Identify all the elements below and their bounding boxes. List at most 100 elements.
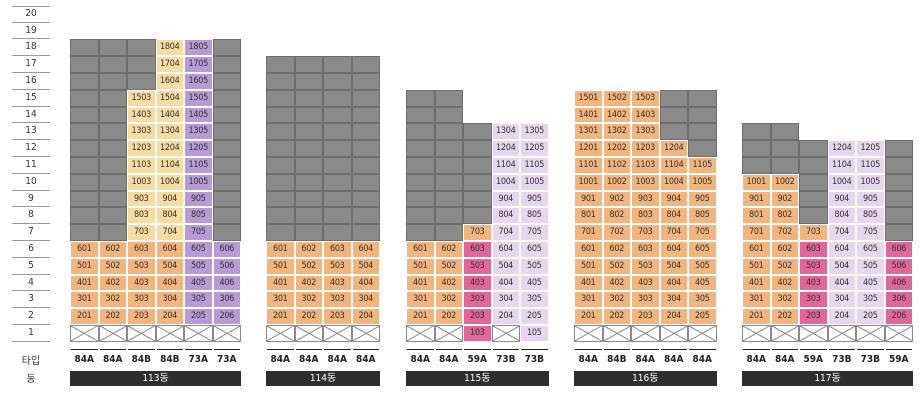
unit-cell: 501	[742, 257, 771, 275]
unit-cell: 905	[520, 190, 549, 208]
unit-cell: 603	[463, 241, 492, 258]
unit-cell-unavailable	[266, 56, 295, 73]
unit-cell-unavailable	[212, 89, 241, 107]
unit-cell-unavailable	[351, 224, 380, 241]
unit-cell: 703	[631, 224, 660, 241]
unit-cell-unavailable	[799, 140, 828, 157]
unit-cell: 506	[884, 257, 913, 275]
unit-cell-unavailable	[406, 207, 435, 225]
floor-label: 15	[12, 90, 50, 107]
unit-cell: 302	[98, 291, 127, 309]
unit-cell: 901	[742, 190, 771, 208]
unit-cell: 801	[742, 207, 771, 225]
unit-cell: 206	[884, 308, 913, 325]
unit-cell: 1201	[574, 140, 603, 157]
floor-label: 7	[12, 224, 50, 241]
pilotis-cell	[770, 325, 799, 342]
building-name-bar: 117동	[742, 371, 913, 386]
unit-cell: 1003	[631, 173, 660, 191]
unit-cell: 1403	[127, 106, 156, 124]
unit-cell-unavailable	[463, 123, 492, 141]
unit-cell-unavailable	[406, 224, 435, 241]
floor-label: 9	[12, 191, 50, 208]
unit-type-label: 84A	[99, 349, 126, 371]
unit-cell-unavailable	[294, 190, 323, 208]
unit-cell-unavailable	[266, 173, 295, 191]
floor-label: 20	[12, 6, 50, 23]
unit-cell: 202	[98, 308, 127, 325]
unit-cell: 902	[602, 190, 631, 208]
unit-cell: 803	[127, 207, 156, 225]
pilotis-cell	[742, 325, 771, 342]
unit-cell-unavailable	[463, 190, 492, 208]
unit-cell-unavailable	[323, 89, 352, 107]
pilotis-cell	[688, 325, 717, 342]
unit-cell: 403	[323, 274, 352, 292]
unit-cell-unavailable	[323, 106, 352, 124]
unit-cell: 1305	[184, 123, 213, 141]
unit-cell: 605	[688, 241, 717, 258]
unit-cell: 704	[659, 224, 688, 241]
unit-cell: 1504	[155, 89, 184, 107]
unit-type-label: 59A	[800, 349, 827, 371]
unit-cell: 1202	[602, 140, 631, 157]
unit-cell-unavailable	[323, 56, 352, 73]
unit-cell: 404	[659, 274, 688, 292]
unit-cell-unavailable	[406, 140, 435, 157]
unit-cell-unavailable	[266, 207, 295, 225]
unit-cell-unavailable	[799, 190, 828, 208]
unit-cell-unavailable	[659, 106, 688, 124]
unit-cell-unavailable	[742, 140, 771, 157]
unit-cell-unavailable	[351, 157, 380, 174]
unit-cell: 605	[520, 241, 549, 258]
unit-cell: 705	[184, 224, 213, 241]
unit-type-label: 84A	[407, 349, 434, 371]
unit-cell-unavailable	[323, 157, 352, 174]
unit-cell: 1604	[155, 73, 184, 90]
unit-cell: 504	[155, 257, 184, 275]
unit-cell: 805	[688, 207, 717, 225]
unit-cell: 105	[520, 325, 549, 342]
unit-cell-unavailable	[434, 106, 463, 124]
unit-cell-unavailable	[406, 157, 435, 174]
unit-type-label: 73A	[213, 349, 240, 371]
unit-cell: 305	[520, 291, 549, 309]
unit-cell: 803	[631, 207, 660, 225]
unit-cell: 1501	[574, 89, 603, 107]
unit-cell: 201	[574, 308, 603, 325]
unit-cell: 301	[742, 291, 771, 309]
unit-cell: 703	[127, 224, 156, 241]
unit-cell: 205	[688, 308, 717, 325]
unit-cell-unavailable	[463, 157, 492, 174]
unit-cell: 605	[856, 241, 885, 258]
unit-cell-unavailable	[294, 73, 323, 90]
unit-cell: 606	[212, 241, 241, 258]
unit-cell-unavailable	[323, 224, 352, 241]
unit-cell-unavailable	[70, 89, 99, 107]
unit-cell: 1101	[574, 157, 603, 174]
unit-cell: 701	[742, 224, 771, 241]
unit-cell-unavailable	[351, 140, 380, 157]
unit-cell-unavailable	[266, 106, 295, 124]
unit-cell: 304	[827, 291, 856, 309]
unit-cell: 303	[631, 291, 660, 309]
unit-cell-unavailable	[406, 106, 435, 124]
unit-cell: 301	[574, 291, 603, 309]
unit-cell: 202	[294, 308, 323, 325]
pilotis-cell	[266, 325, 295, 342]
unit-cell-unavailable	[212, 39, 241, 57]
pilotis-cell	[155, 325, 184, 342]
unit-cell: 402	[434, 274, 463, 292]
unit-cell-unavailable	[98, 106, 127, 124]
pilotis-cell	[491, 325, 520, 342]
unit-cell: 904	[155, 190, 184, 208]
unit-cell: 606	[884, 241, 913, 258]
unit-cell-unavailable	[294, 224, 323, 241]
unit-cell: 202	[434, 308, 463, 325]
unit-cell-unavailable	[434, 140, 463, 157]
unit-cell: 302	[434, 291, 463, 309]
unit-cell-unavailable	[127, 39, 156, 57]
unit-cell: 802	[770, 207, 799, 225]
unit-cell: 903	[631, 190, 660, 208]
unit-cell-unavailable	[70, 73, 99, 90]
